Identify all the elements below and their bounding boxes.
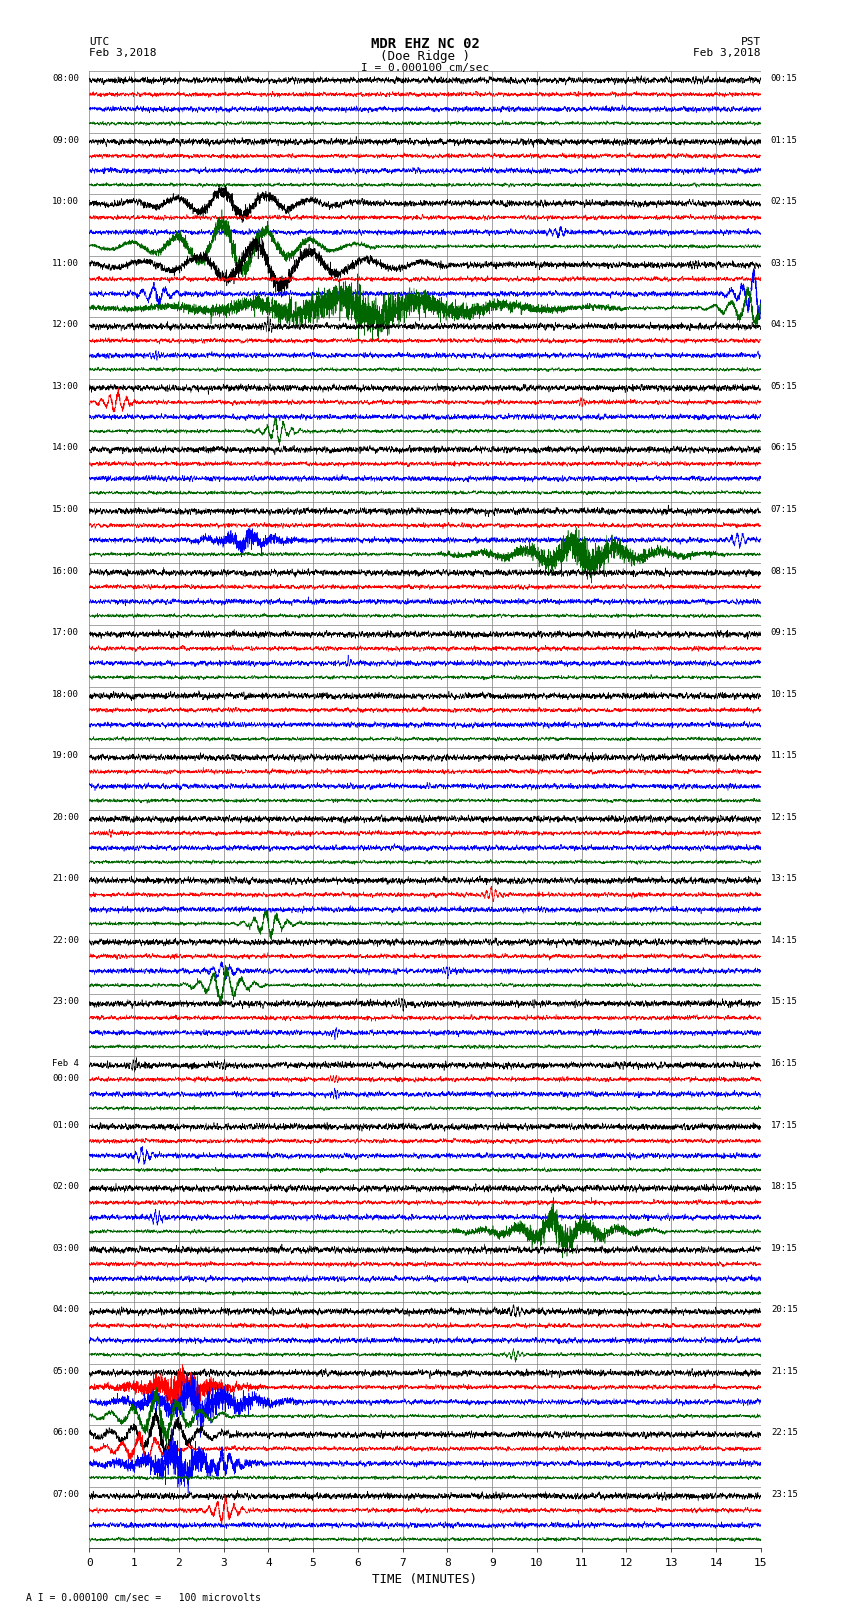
Text: I = 0.000100 cm/sec: I = 0.000100 cm/sec	[361, 63, 489, 73]
Text: 21:15: 21:15	[771, 1366, 797, 1376]
Text: 04:15: 04:15	[771, 321, 797, 329]
Text: 19:00: 19:00	[53, 752, 79, 760]
Text: 12:15: 12:15	[771, 813, 797, 821]
Text: 11:15: 11:15	[771, 752, 797, 760]
Text: 06:00: 06:00	[53, 1429, 79, 1437]
Text: A I = 0.000100 cm/sec =   100 microvolts: A I = 0.000100 cm/sec = 100 microvolts	[26, 1594, 260, 1603]
Text: 10:15: 10:15	[771, 690, 797, 698]
Text: 20:15: 20:15	[771, 1305, 797, 1315]
Text: 18:00: 18:00	[53, 690, 79, 698]
Text: Feb 3,2018: Feb 3,2018	[89, 48, 156, 58]
Text: 23:15: 23:15	[771, 1490, 797, 1498]
Text: 01:15: 01:15	[771, 135, 797, 145]
Text: 11:00: 11:00	[53, 258, 79, 268]
Text: 00:00: 00:00	[53, 1074, 79, 1084]
Text: 02:00: 02:00	[53, 1182, 79, 1190]
Text: 18:15: 18:15	[771, 1182, 797, 1190]
Text: 16:00: 16:00	[53, 566, 79, 576]
Text: 22:00: 22:00	[53, 936, 79, 945]
Text: 00:15: 00:15	[771, 74, 797, 82]
Text: 13:15: 13:15	[771, 874, 797, 884]
Text: 20:00: 20:00	[53, 813, 79, 821]
Text: UTC: UTC	[89, 37, 110, 47]
Text: 14:15: 14:15	[771, 936, 797, 945]
Text: 23:00: 23:00	[53, 997, 79, 1007]
Text: 04:00: 04:00	[53, 1305, 79, 1315]
Text: 15:15: 15:15	[771, 997, 797, 1007]
Text: 10:00: 10:00	[53, 197, 79, 206]
Text: 12:00: 12:00	[53, 321, 79, 329]
Text: 07:15: 07:15	[771, 505, 797, 515]
Text: 16:15: 16:15	[771, 1060, 797, 1068]
Text: 07:00: 07:00	[53, 1490, 79, 1498]
Text: 08:00: 08:00	[53, 74, 79, 82]
Text: 09:15: 09:15	[771, 627, 797, 637]
Text: 17:00: 17:00	[53, 627, 79, 637]
Text: 13:00: 13:00	[53, 382, 79, 390]
Text: 22:15: 22:15	[771, 1429, 797, 1437]
X-axis label: TIME (MINUTES): TIME (MINUTES)	[372, 1573, 478, 1586]
Text: 06:15: 06:15	[771, 444, 797, 452]
Text: 05:00: 05:00	[53, 1366, 79, 1376]
Text: 02:15: 02:15	[771, 197, 797, 206]
Text: 19:15: 19:15	[771, 1244, 797, 1253]
Text: 03:15: 03:15	[771, 258, 797, 268]
Text: Feb 3,2018: Feb 3,2018	[694, 48, 761, 58]
Text: 03:00: 03:00	[53, 1244, 79, 1253]
Text: (Doe Ridge ): (Doe Ridge )	[380, 50, 470, 63]
Text: MDR EHZ NC 02: MDR EHZ NC 02	[371, 37, 479, 52]
Text: 08:15: 08:15	[771, 566, 797, 576]
Text: 01:00: 01:00	[53, 1121, 79, 1129]
Text: 05:15: 05:15	[771, 382, 797, 390]
Text: 21:00: 21:00	[53, 874, 79, 884]
Text: 17:15: 17:15	[771, 1121, 797, 1129]
Text: Feb 4: Feb 4	[53, 1060, 79, 1068]
Text: 15:00: 15:00	[53, 505, 79, 515]
Text: PST: PST	[740, 37, 761, 47]
Text: 14:00: 14:00	[53, 444, 79, 452]
Text: 09:00: 09:00	[53, 135, 79, 145]
